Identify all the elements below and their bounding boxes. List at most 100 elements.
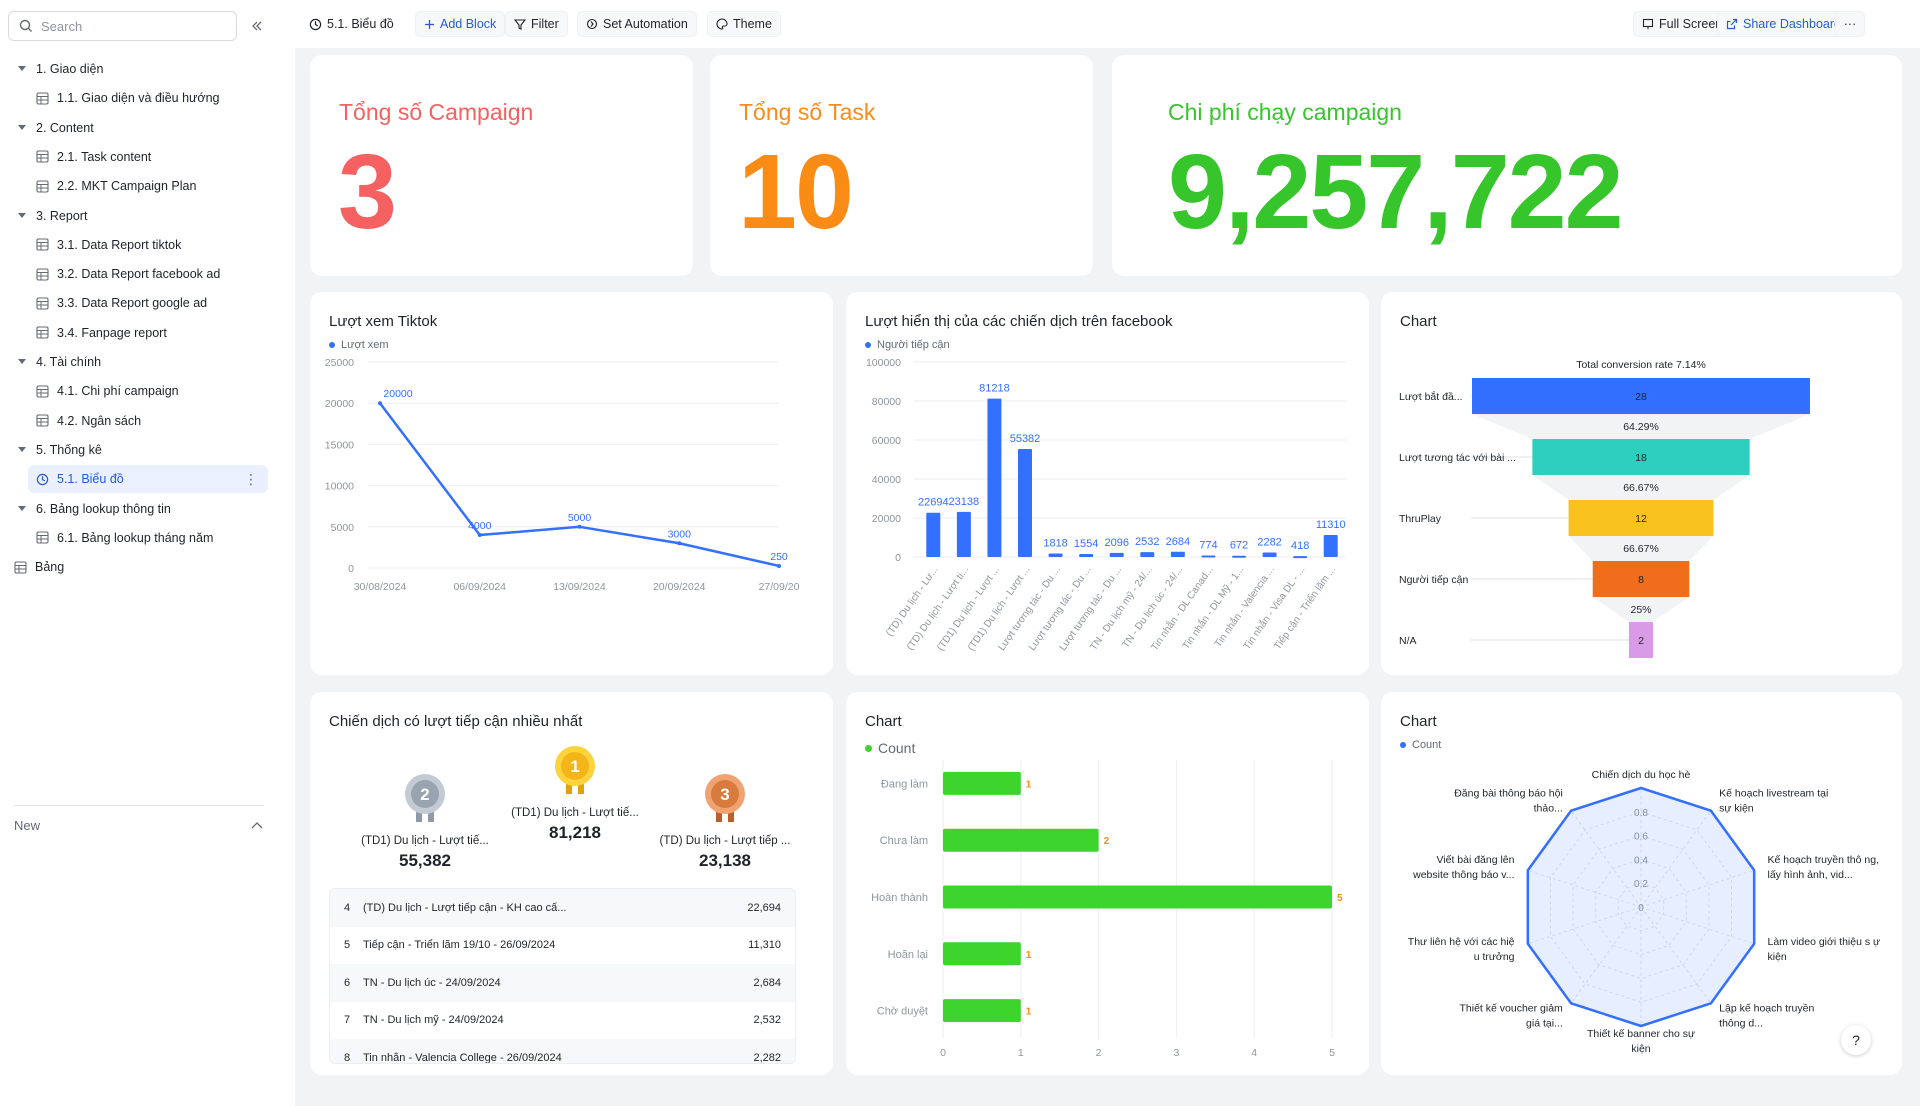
y-tick-label: Hoàn thành bbox=[871, 892, 928, 904]
table-icon bbox=[36, 326, 49, 339]
data-label: 250 bbox=[770, 551, 788, 563]
share-icon bbox=[1726, 18, 1738, 30]
y-tick-label: 40000 bbox=[872, 474, 901, 486]
sidebar-item[interactable]: 2. Content bbox=[0, 114, 268, 142]
search-box[interactable] bbox=[8, 11, 237, 41]
axis-label-line: Lập kế hoạch truyền bbox=[1719, 1003, 1814, 1015]
axis-label: Đăng bài thông báo hội thảo... bbox=[1454, 787, 1563, 814]
caret-down-icon[interactable] bbox=[16, 210, 28, 222]
name-cell: (TD) Du lịch - Lượt tiếp cận - KH cao cấ… bbox=[363, 901, 567, 914]
y-tick-label: 20000 bbox=[325, 398, 354, 410]
help-button[interactable]: ? bbox=[1841, 1025, 1871, 1055]
sidebar-item[interactable]: 3. Report bbox=[0, 202, 268, 230]
caret-down-icon[interactable] bbox=[16, 444, 28, 456]
axis-label: Thiết kế voucher giảm giá tại... bbox=[1460, 1003, 1564, 1030]
sidebar-item[interactable]: 3.2. Data Report facebook ad bbox=[0, 260, 268, 288]
new-section[interactable]: New bbox=[14, 805, 264, 845]
filter-button[interactable]: Filter bbox=[505, 11, 568, 37]
facebook-impressions-card[interactable]: Lượt hiển thị của các chiến dịch trên fa… bbox=[846, 292, 1369, 675]
sidebar-item[interactable]: 2.2. MKT Campaign Plan bbox=[0, 172, 268, 200]
chevron-up-icon[interactable] bbox=[250, 819, 264, 833]
name-cell: TN - Du lịch mỹ - 24/09/2024 bbox=[363, 1014, 504, 1027]
funnel-subtitle: Total conversion rate 7.14% bbox=[1576, 359, 1706, 371]
help-icon: ? bbox=[1852, 1032, 1860, 1048]
more-options-button[interactable]: ··· bbox=[1835, 11, 1865, 37]
kpi-title: Chi phí chạy campaign bbox=[1168, 99, 1402, 125]
sidebar-item[interactable]: 6. Bảng lookup thông tin bbox=[0, 495, 268, 523]
table-icon bbox=[36, 414, 49, 427]
share-dashboard-button[interactable]: Share Dashboard bbox=[1717, 11, 1850, 37]
add-block-button[interactable]: Add Block bbox=[415, 11, 506, 37]
value-cell: 2,282 bbox=[753, 1051, 781, 1064]
radar-card[interactable]: Chart Count 0 0.2 0.4 0.6 0.8 Chiến dịch du h… bbox=[1381, 692, 1902, 1075]
conversion-rate: 64.29% bbox=[1623, 421, 1659, 433]
status-count-card[interactable]: Chart Count 0 1 2 3 4 5 1 Đang làm 2 Chưa làm 5 Hoà… bbox=[846, 692, 1369, 1075]
axis-label-line: Đăng bài thông báo hội bbox=[1454, 787, 1563, 799]
sidebar-item[interactable]: 4.1. Chi phí campaign bbox=[0, 377, 268, 405]
podium-second: 2 (TD1) Du lịch - Lượt tiế... 55,382 bbox=[350, 772, 500, 871]
sidebar: 1. Giao diện 1.1. Giao diện và điều hướng… bbox=[0, 0, 295, 1106]
funnel-card[interactable]: Chart Total conversion rate 7.14% 64.29% 2… bbox=[1381, 292, 1902, 675]
caret-down-icon[interactable] bbox=[16, 356, 28, 368]
caret-down-icon[interactable] bbox=[16, 122, 28, 134]
funnel-chart: Total conversion rate 7.14%64.29%28Lượt … bbox=[1399, 359, 1810, 658]
sidebar-item[interactable]: 6.1. Bảng lookup tháng năm bbox=[0, 524, 268, 552]
chart-legend: Count bbox=[865, 740, 915, 756]
chart-legend: Người tiếp cận bbox=[865, 339, 950, 351]
sidebar-item[interactable]: 3.4. Fanpage report bbox=[0, 319, 268, 347]
data-label: 1818 bbox=[1043, 537, 1067, 549]
podium-first: 1 (TD1) Du lịch - Lượt tiế... 81,218 bbox=[500, 744, 650, 843]
funnel-connector bbox=[1592, 597, 1690, 622]
bar bbox=[926, 512, 941, 557]
sidebar-item[interactable]: 1.1. Giao diện và điều hướng bbox=[0, 84, 268, 112]
bar bbox=[943, 999, 1021, 1023]
sidebar-item[interactable]: 5. Thống kê bbox=[0, 436, 268, 464]
theme-button[interactable]: Theme bbox=[707, 11, 781, 37]
data-point bbox=[777, 563, 781, 568]
data-label: 5 bbox=[1337, 893, 1343, 904]
data-label: 672 bbox=[1230, 540, 1248, 552]
funnel-stage bbox=[1568, 500, 1714, 536]
plus-icon bbox=[425, 19, 434, 29]
collapse-sidebar-icon[interactable] bbox=[247, 16, 267, 36]
axis-label-line: website thông báo v... bbox=[1412, 869, 1514, 881]
kpi-card-task[interactable]: Tổng số Task 10 bbox=[710, 55, 1093, 276]
sidebar-item[interactable]: 5.1. Biểu đồ ⋮ bbox=[28, 465, 268, 494]
search-input[interactable] bbox=[41, 18, 211, 34]
bar-chart: 0 20000 40000 60000 80000 100000 22694 (TD) Du … bbox=[866, 357, 1346, 653]
sidebar-item[interactable]: 4. Tài chính bbox=[0, 348, 268, 376]
data-label: 23138 bbox=[949, 496, 980, 508]
sidebar-item[interactable]: 2.1. Task content bbox=[0, 143, 268, 171]
tiktok-views-card[interactable]: Lượt xem Tiktok Lượt xem 0 5000 10000 15000… bbox=[310, 292, 833, 675]
podium-name: (TD1) Du lịch - Lượt tiế... bbox=[361, 835, 489, 847]
axis-label: Kế hoạch truyền thô ng, lấy hình ảnh, vid… bbox=[1767, 854, 1879, 881]
value-cell: 22,694 bbox=[747, 901, 781, 914]
horizontal-bar-chart: 0 1 2 3 4 5 1 Đang làm 2 Chưa làm 5 Hoàn thành 1 Hoãn… bbox=[871, 760, 1343, 1059]
sidebar-item[interactable]: 4.2. Ngân sách bbox=[0, 407, 268, 435]
kpi-card-cost[interactable]: Chi phí chạy campaign 9,257,722 bbox=[1112, 55, 1902, 276]
table-icon bbox=[36, 92, 49, 105]
caret-down-icon[interactable] bbox=[16, 63, 28, 75]
table-icon bbox=[36, 531, 49, 544]
podium-name: (TD1) Du lịch - Lượt tiế... bbox=[511, 807, 639, 819]
caret-down-icon[interactable] bbox=[16, 503, 28, 515]
sidebar-item[interactable]: 3.3. Data Report google ad bbox=[0, 289, 268, 317]
bar bbox=[1079, 553, 1094, 557]
bar bbox=[1170, 551, 1185, 557]
kpi-value: 9,257,722 bbox=[1168, 133, 1624, 251]
r-tick-label: 0.4 bbox=[1634, 855, 1648, 866]
sidebar-item[interactable]: 3.1. Data Report tiktok bbox=[0, 231, 268, 259]
ranking-card[interactable]: Chiến dịch có lượt tiếp cận nhiều nhất 2… bbox=[310, 692, 833, 1075]
full-screen-button[interactable]: Full Screen bbox=[1633, 11, 1732, 37]
set-automation-button[interactable]: Set Automation bbox=[577, 11, 697, 37]
filter-icon bbox=[514, 19, 526, 30]
more-vertical-icon[interactable]: ⋮ bbox=[244, 470, 258, 487]
data-label: 20000 bbox=[383, 388, 412, 400]
sidebar-item[interactable]: 1. Giao diện bbox=[0, 55, 268, 83]
name-cell: TN - Du lịch úc - 24/09/2024 bbox=[363, 976, 501, 989]
data-label: 1 bbox=[1026, 779, 1032, 790]
rank-cell: 5 bbox=[344, 939, 351, 952]
kpi-card-campaign[interactable]: Tổng số Campaign 3 bbox=[310, 55, 693, 276]
sidebar-item[interactable]: Bảng bbox=[0, 553, 268, 581]
name-cell: Tiếp cận - Triển lãm 19/10 - 26/09/2024 bbox=[363, 939, 556, 952]
